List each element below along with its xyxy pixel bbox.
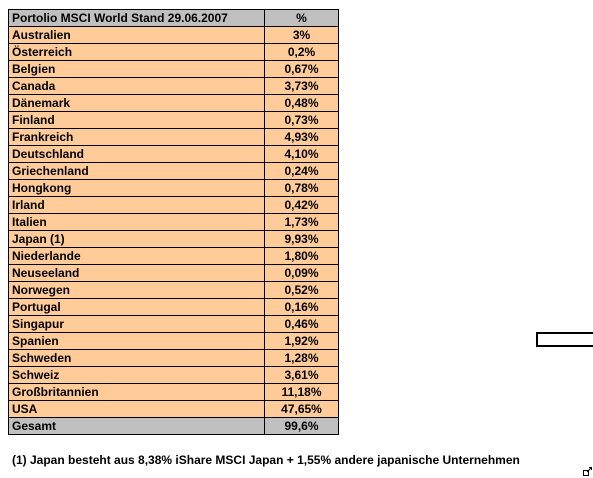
table-row: Norwegen 0,52% xyxy=(8,281,339,299)
header-title-cell[interactable]: Portolio MSCI World Stand 29.06.2007 xyxy=(8,9,265,27)
country-cell[interactable]: Japan (1) xyxy=(8,230,265,248)
country-cell[interactable]: Spanien xyxy=(8,332,265,350)
percent-cell[interactable]: 0,2% xyxy=(264,43,339,61)
country-cell[interactable]: Finland xyxy=(8,111,265,129)
total-percent-cell[interactable]: 99,6% xyxy=(264,417,339,435)
header-percent-cell[interactable]: % xyxy=(264,9,339,27)
table-row: Schweden 1,28% xyxy=(8,349,339,367)
country-cell[interactable]: Frankreich xyxy=(8,128,265,146)
country-cell[interactable]: Norwegen xyxy=(8,281,265,299)
table-row: USA 47,65% xyxy=(8,400,339,418)
table-row: Niederlande 1,80% xyxy=(8,247,339,265)
percent-cell[interactable]: 0,42% xyxy=(264,196,339,214)
table-row: Canada 3,73% xyxy=(8,77,339,95)
country-cell[interactable]: USA xyxy=(8,400,265,418)
percent-cell[interactable]: 3,73% xyxy=(264,77,339,95)
table-row: Deutschland 4,10% xyxy=(8,145,339,163)
country-cell[interactable]: Australien xyxy=(8,26,265,44)
percent-cell[interactable]: 11,18% xyxy=(264,383,339,401)
percent-cell[interactable]: 0,73% xyxy=(264,111,339,129)
table-row: Singapur 0,46% xyxy=(8,315,339,333)
portfolio-table: Portolio MSCI World Stand 29.06.2007 % A… xyxy=(8,9,339,435)
country-cell[interactable]: Großbritannien xyxy=(8,383,265,401)
percent-cell[interactable]: 0,48% xyxy=(264,94,339,112)
percent-cell[interactable]: 0,16% xyxy=(264,298,339,316)
total-row: Gesamt 99,6% xyxy=(8,417,339,435)
table-header-row: Portolio MSCI World Stand 29.06.2007 % xyxy=(8,9,339,27)
country-cell[interactable]: Belgien xyxy=(8,60,265,78)
table-row: Japan (1) 9,93% xyxy=(8,230,339,248)
total-label-cell[interactable]: Gesamt xyxy=(8,417,265,435)
table-row: Spanien 1,92% xyxy=(8,332,339,350)
table-row: Australien 3% xyxy=(8,26,339,44)
country-cell[interactable]: Deutschland xyxy=(8,145,265,163)
percent-cell[interactable]: 1,28% xyxy=(264,349,339,367)
footnote-text: (1) Japan besteht aus 8,38% iShare MSCI … xyxy=(12,453,520,467)
table-row: Neuseeland 0,09% xyxy=(8,264,339,282)
table-row: Österreich 0,2% xyxy=(8,43,339,61)
resize-handle-icon[interactable] xyxy=(583,467,592,476)
country-cell[interactable]: Griechenland xyxy=(8,162,265,180)
country-cell[interactable]: Österreich xyxy=(8,43,265,61)
percent-cell[interactable]: 4,93% xyxy=(264,128,339,146)
percent-cell[interactable]: 3,61% xyxy=(264,366,339,384)
percent-cell[interactable]: 1,80% xyxy=(264,247,339,265)
percent-cell[interactable]: 0,78% xyxy=(264,179,339,197)
country-cell[interactable]: Hongkong xyxy=(8,179,265,197)
table-row: Hongkong 0,78% xyxy=(8,179,339,197)
country-cell[interactable]: Singapur xyxy=(8,315,265,333)
table-row: Portugal 0,16% xyxy=(8,298,339,316)
percent-cell[interactable]: 4,10% xyxy=(264,145,339,163)
table-row: Schweiz 3,61% xyxy=(8,366,339,384)
country-cell[interactable]: Portugal xyxy=(8,298,265,316)
country-cell[interactable]: Schweden xyxy=(8,349,265,367)
country-cell[interactable]: Dänemark xyxy=(8,94,265,112)
table-row: Griechenland 0,24% xyxy=(8,162,339,180)
country-cell[interactable]: Irland xyxy=(8,196,265,214)
country-cell[interactable]: Italien xyxy=(8,213,265,231)
table-row: Belgien 0,67% xyxy=(8,60,339,78)
table-row: Großbritannien 11,18% xyxy=(8,383,339,401)
cell-selection-box[interactable] xyxy=(536,332,593,347)
percent-cell[interactable]: 1,92% xyxy=(264,332,339,350)
percent-cell[interactable]: 0,46% xyxy=(264,315,339,333)
percent-cell[interactable]: 3% xyxy=(264,26,339,44)
table-row: Irland 0,42% xyxy=(8,196,339,214)
country-cell[interactable]: Neuseeland xyxy=(8,264,265,282)
percent-cell[interactable]: 1,73% xyxy=(264,213,339,231)
percent-cell[interactable]: 0,52% xyxy=(264,281,339,299)
percent-cell[interactable]: 0,24% xyxy=(264,162,339,180)
country-cell[interactable]: Schweiz xyxy=(8,366,265,384)
table-row: Frankreich 4,93% xyxy=(8,128,339,146)
table-row: Finland 0,73% xyxy=(8,111,339,129)
country-cell[interactable]: Canada xyxy=(8,77,265,95)
table-row: Dänemark 0,48% xyxy=(8,94,339,112)
percent-cell[interactable]: 47,65% xyxy=(264,400,339,418)
percent-cell[interactable]: 0,09% xyxy=(264,264,339,282)
table-row: Italien 1,73% xyxy=(8,213,339,231)
country-cell[interactable]: Niederlande xyxy=(8,247,265,265)
percent-cell[interactable]: 0,67% xyxy=(264,60,339,78)
percent-cell[interactable]: 9,93% xyxy=(264,230,339,248)
